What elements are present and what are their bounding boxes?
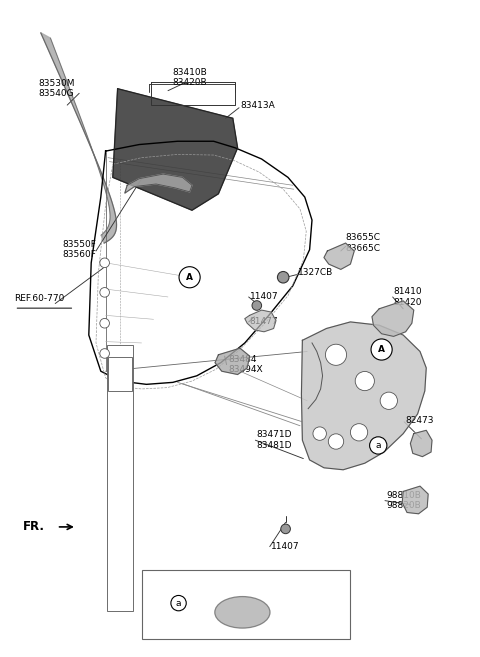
Text: 83413A: 83413A xyxy=(240,101,275,110)
Circle shape xyxy=(171,595,186,611)
Text: 83471D
83481D: 83471D 83481D xyxy=(257,430,292,450)
Text: 83410B
83420B: 83410B 83420B xyxy=(173,68,207,87)
Polygon shape xyxy=(215,348,250,374)
Text: 83550F
83560F: 83550F 83560F xyxy=(62,240,96,260)
Circle shape xyxy=(350,424,368,441)
Polygon shape xyxy=(410,430,432,457)
Circle shape xyxy=(328,434,344,449)
Polygon shape xyxy=(402,486,428,514)
Text: 83655C
83665C: 83655C 83665C xyxy=(346,233,381,253)
Polygon shape xyxy=(41,33,117,243)
Text: a: a xyxy=(375,441,381,450)
Circle shape xyxy=(313,427,326,440)
Text: REF.60-770: REF.60-770 xyxy=(14,294,65,304)
Polygon shape xyxy=(245,310,276,332)
Circle shape xyxy=(179,267,200,288)
Text: 82473: 82473 xyxy=(406,416,434,425)
Polygon shape xyxy=(113,89,238,210)
Circle shape xyxy=(371,339,392,360)
Polygon shape xyxy=(372,301,414,336)
Circle shape xyxy=(100,258,109,267)
Text: 98810B
98820B: 98810B 98820B xyxy=(386,491,421,510)
Circle shape xyxy=(380,392,397,409)
Text: 83530M
83540G: 83530M 83540G xyxy=(38,79,75,99)
Text: 1327CB: 1327CB xyxy=(298,268,333,277)
Text: 83484
83494X: 83484 83494X xyxy=(228,355,263,374)
Circle shape xyxy=(277,271,289,283)
Text: 81410
81420: 81410 81420 xyxy=(394,287,422,307)
Text: A: A xyxy=(186,273,193,282)
Text: FR.: FR. xyxy=(23,520,45,533)
Polygon shape xyxy=(324,243,354,269)
Circle shape xyxy=(100,349,109,358)
Ellipse shape xyxy=(215,597,270,628)
Text: 1731JE: 1731JE xyxy=(262,598,293,607)
Circle shape xyxy=(100,319,109,328)
Circle shape xyxy=(355,371,374,391)
Circle shape xyxy=(370,437,387,454)
Text: A: A xyxy=(378,345,385,354)
Text: 81477: 81477 xyxy=(250,317,278,327)
FancyBboxPatch shape xyxy=(108,357,132,391)
Text: 11407: 11407 xyxy=(271,542,300,551)
Text: 11407: 11407 xyxy=(250,292,278,302)
Polygon shape xyxy=(125,174,192,193)
Circle shape xyxy=(325,344,347,365)
Circle shape xyxy=(281,524,290,533)
Polygon shape xyxy=(301,322,426,470)
Circle shape xyxy=(252,301,262,310)
Text: a: a xyxy=(176,599,181,608)
Circle shape xyxy=(100,288,109,297)
FancyBboxPatch shape xyxy=(142,570,350,639)
FancyBboxPatch shape xyxy=(107,345,133,611)
